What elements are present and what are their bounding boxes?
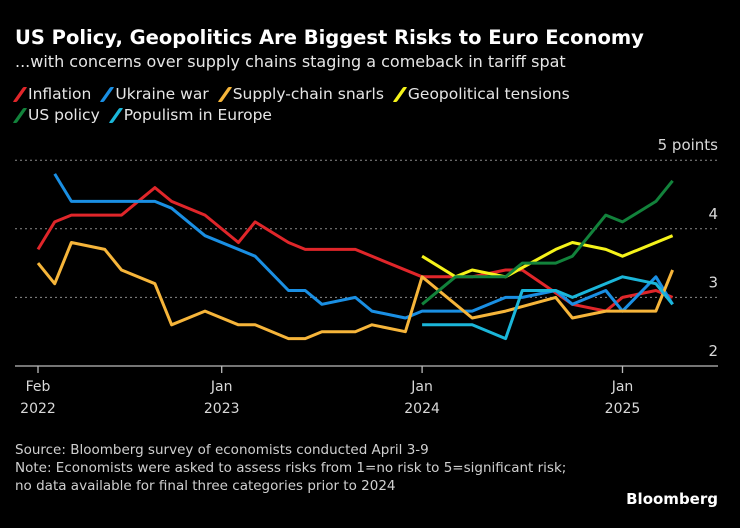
- footnote: Source: Bloomberg survey of economists c…: [15, 441, 575, 495]
- series-line-ukraine-war: [53, 173, 674, 320]
- y-tick-label: 2: [708, 342, 718, 360]
- x-tick-label: Jan: [410, 379, 433, 395]
- legend-item: US policy: [12, 106, 100, 124]
- x-tick-label: Jan: [210, 379, 233, 395]
- chart-title: US Policy, Geopolitics Are Biggest Risks…: [15, 26, 644, 49]
- series-line-inflation: [36, 186, 674, 313]
- note-text: Note: Economists were asked to assess ri…: [15, 460, 567, 494]
- legend-label: Supply-chain snarls: [232, 85, 384, 103]
- legend-row-2: US policy Populism in Europe: [12, 106, 272, 124]
- legend-item: Populism in Europe: [108, 106, 272, 124]
- y-tick-label: 5 points: [658, 136, 719, 154]
- source-text: Source: Bloomberg survey of economists c…: [15, 442, 429, 458]
- y-tick-label: 4: [708, 205, 718, 223]
- bloomberg-logo: Bloomberg: [626, 490, 718, 508]
- x-tick-label: Jan: [611, 379, 634, 395]
- x-tick-label: 2024: [404, 401, 440, 417]
- series-line-populism-in-europe: [422, 275, 674, 341]
- chart-subtitle: ...with concerns over supply chains stag…: [15, 52, 566, 71]
- series-line-supply-chain-snarls: [36, 241, 674, 341]
- legend-row-1: Inflation Ukraine war Supply-chain snarl…: [12, 85, 570, 103]
- series-line-geopolitical-tensions: [421, 234, 674, 279]
- legend-item: Supply-chain snarls: [217, 85, 384, 103]
- legend-item: Inflation: [12, 85, 92, 103]
- legend-label: Inflation: [28, 85, 92, 103]
- legend-label: Populism in Europe: [123, 106, 272, 124]
- legend-label: Ukraine war: [115, 85, 209, 103]
- legend-label: US policy: [28, 106, 100, 124]
- series-line-us-policy: [421, 179, 674, 306]
- x-tick-label: 2025: [605, 401, 641, 417]
- x-tick-label: Feb: [26, 379, 51, 395]
- legend-item: Geopolitical tensions: [392, 85, 570, 103]
- legend-item: Ukraine war: [100, 85, 209, 103]
- x-tick-label: 2023: [204, 401, 240, 417]
- legend-label: Geopolitical tensions: [407, 85, 570, 103]
- x-tick-label: 2022: [20, 401, 56, 417]
- y-tick-label: 3: [708, 273, 718, 291]
